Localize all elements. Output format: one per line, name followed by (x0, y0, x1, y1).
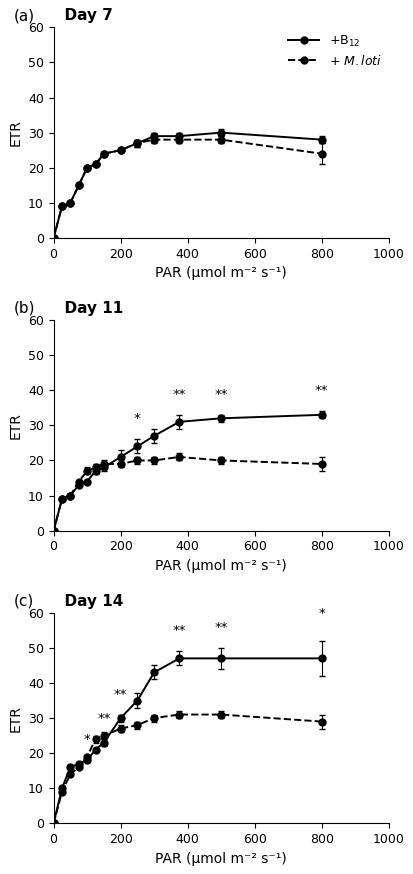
Text: *: * (134, 413, 141, 426)
Text: (c): (c) (13, 593, 33, 608)
Text: **: ** (214, 621, 228, 634)
Text: Day 7: Day 7 (54, 8, 112, 23)
Text: *: * (84, 733, 90, 746)
Text: *: * (318, 607, 325, 620)
Text: Day 11: Day 11 (54, 301, 123, 316)
Text: **: ** (114, 688, 127, 700)
Legend: +B$_{12}$, + $\it{M. loti}$: +B$_{12}$, + $\it{M. loti}$ (288, 33, 382, 67)
Text: **: ** (173, 624, 186, 637)
X-axis label: PAR (μmol m⁻² s⁻¹): PAR (μmol m⁻² s⁻¹) (155, 267, 287, 281)
X-axis label: PAR (μmol m⁻² s⁻¹): PAR (μmol m⁻² s⁻¹) (155, 851, 287, 865)
Text: Day 14: Day 14 (54, 593, 123, 608)
Text: (a): (a) (13, 8, 35, 23)
Text: (b): (b) (13, 301, 35, 316)
Y-axis label: ETR: ETR (8, 412, 22, 439)
X-axis label: PAR (μmol m⁻² s⁻¹): PAR (μmol m⁻² s⁻¹) (155, 559, 287, 573)
Y-axis label: ETR: ETR (8, 704, 22, 732)
Y-axis label: ETR: ETR (8, 119, 22, 146)
Text: **: ** (97, 712, 111, 725)
Text: **: ** (315, 385, 328, 398)
Text: **: ** (173, 388, 186, 401)
Text: **: ** (214, 388, 228, 401)
